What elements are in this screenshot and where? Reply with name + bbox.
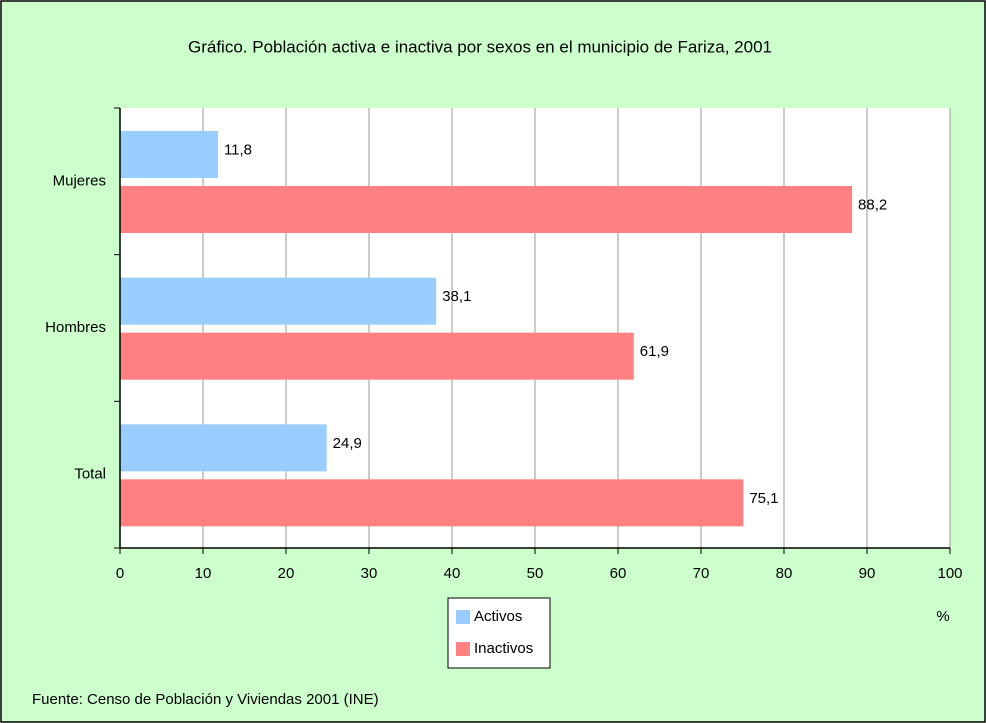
bar (120, 186, 853, 233)
legend-label: Inactivos (474, 640, 533, 657)
chart-title: Gráfico. Población activa e inactiva por… (188, 37, 772, 56)
value-label: 88,2 (858, 196, 887, 213)
x-tick-label: 50 (527, 565, 544, 582)
legend-swatch (456, 610, 470, 624)
value-label: 61,9 (640, 343, 669, 360)
x-tick-label: 70 (693, 565, 710, 582)
x-tick-label: 20 (278, 565, 295, 582)
value-label: 75,1 (749, 490, 778, 507)
x-tick-label: 40 (444, 565, 461, 582)
y-tick-label: Hombres (45, 319, 106, 336)
x-axis-label: % (936, 608, 949, 625)
bar (120, 277, 437, 325)
x-tick-label: 90 (859, 565, 876, 582)
x-tick-label: 100 (937, 565, 962, 582)
legend-label: Activos (474, 608, 522, 625)
bar (120, 332, 634, 380)
x-tick-label: 0 (116, 565, 124, 582)
source-note: Fuente: Censo de Población y Viviendas 2… (32, 691, 379, 708)
y-tick-label: Total (74, 466, 106, 483)
bar (120, 424, 327, 472)
bar (120, 131, 218, 178)
y-tick-label: Mujeres (53, 172, 106, 189)
legend-swatch (456, 642, 470, 656)
x-tick-label: 80 (776, 565, 793, 582)
x-tick-label: 30 (361, 565, 378, 582)
legend-box (447, 597, 551, 669)
value-label: 24,9 (333, 435, 362, 452)
x-tick-label: 10 (195, 565, 212, 582)
x-tick-label: 60 (610, 565, 627, 582)
value-label: 11,8 (224, 141, 252, 158)
value-label: 38,1 (442, 288, 471, 305)
bar (120, 479, 744, 527)
